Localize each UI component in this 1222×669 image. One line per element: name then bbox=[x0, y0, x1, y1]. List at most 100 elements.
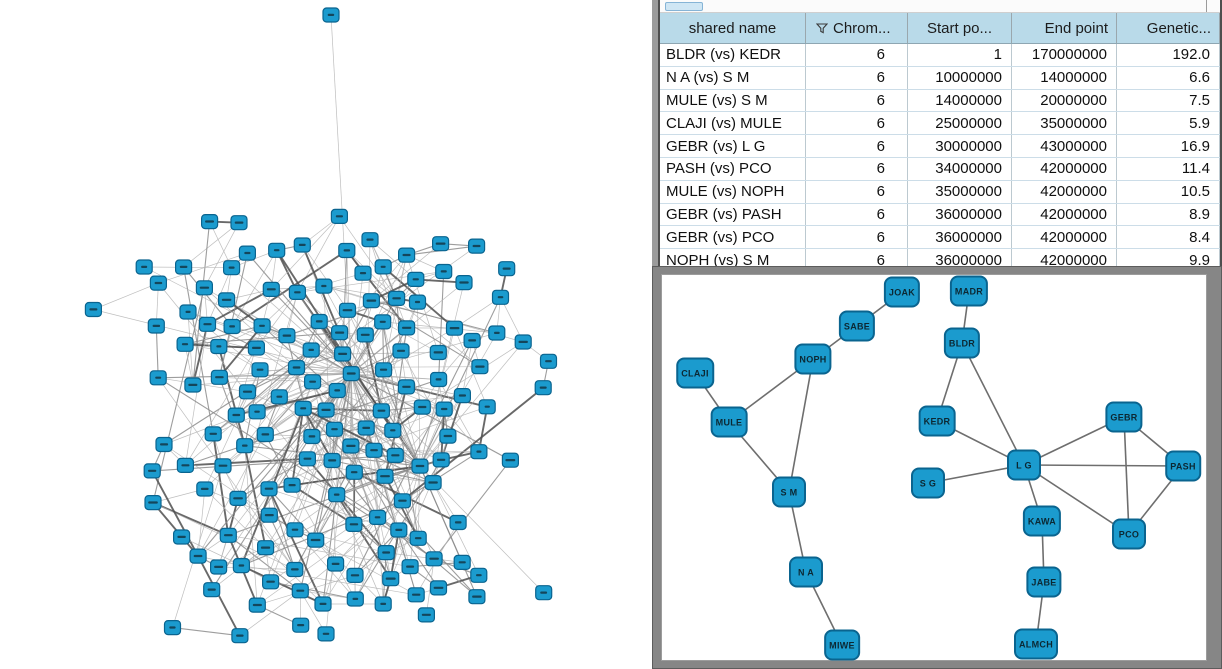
column-header-shared-name[interactable]: shared name bbox=[660, 13, 806, 43]
network-node[interactable] bbox=[203, 582, 221, 598]
column-header-start-po[interactable]: Start po... bbox=[908, 13, 1012, 43]
table-row[interactable]: NOPH (vs) S M 6 36000000 42000000 9.9 bbox=[660, 249, 1220, 272]
network-node[interactable] bbox=[286, 522, 304, 538]
network-node[interactable] bbox=[375, 362, 393, 378]
network-node[interactable] bbox=[539, 353, 558, 369]
subnetwork-node-bldr[interactable]: BLDR bbox=[943, 327, 981, 359]
network-node[interactable] bbox=[429, 344, 447, 361]
network-node[interactable] bbox=[231, 628, 249, 644]
table-row[interactable]: GEBR (vs) L G 6 30000000 43000000 16.9 bbox=[660, 135, 1220, 158]
table-row[interactable]: MULE (vs) NOPH 6 35000000 42000000 10.5 bbox=[660, 180, 1220, 204]
network-node[interactable] bbox=[323, 452, 341, 469]
network-node[interactable] bbox=[388, 290, 406, 306]
subnetwork-node-sabe[interactable]: SABE bbox=[838, 310, 876, 342]
network-node[interactable] bbox=[417, 607, 435, 623]
table-row[interactable]: GEBR (vs) PASH 6 36000000 42000000 8.9 bbox=[660, 203, 1220, 227]
network-node[interactable] bbox=[345, 464, 363, 480]
network-node[interactable] bbox=[223, 260, 241, 276]
network-node[interactable] bbox=[214, 458, 232, 474]
network-node[interactable] bbox=[338, 242, 356, 259]
network-node[interactable] bbox=[304, 374, 322, 390]
full-network-canvas[interactable] bbox=[0, 0, 652, 669]
network-node[interactable] bbox=[374, 596, 392, 612]
table-row[interactable]: MULE (vs) S M 6 14000000 20000000 7.5 bbox=[660, 89, 1220, 113]
subnetwork-node-almch[interactable]: ALMCH bbox=[1014, 628, 1058, 660]
network-node[interactable] bbox=[184, 377, 202, 393]
network-node[interactable] bbox=[498, 261, 516, 277]
network-node[interactable] bbox=[149, 275, 167, 291]
subnetwork-node-kawa[interactable]: KAWA bbox=[1022, 505, 1062, 537]
network-node[interactable] bbox=[398, 320, 416, 336]
network-node[interactable] bbox=[189, 548, 207, 564]
network-node[interactable] bbox=[84, 301, 103, 318]
network-node[interactable] bbox=[288, 284, 306, 300]
subnetwork-node-s-m[interactable]: S M bbox=[772, 476, 806, 508]
network-node[interactable] bbox=[334, 346, 352, 362]
subnetwork-node-miwe[interactable]: MIWE bbox=[824, 629, 860, 661]
network-node[interactable] bbox=[307, 532, 325, 548]
network-node[interactable] bbox=[175, 259, 193, 275]
network-node[interactable] bbox=[468, 238, 486, 254]
network-node[interactable] bbox=[328, 382, 346, 399]
subnetwork-node-joak[interactable]: JOAK bbox=[883, 276, 921, 308]
network-node[interactable] bbox=[514, 334, 532, 350]
network-node[interactable] bbox=[468, 589, 486, 605]
network-node[interactable] bbox=[411, 458, 429, 474]
network-node[interactable] bbox=[374, 259, 392, 275]
network-node[interactable] bbox=[425, 551, 443, 567]
network-node[interactable] bbox=[345, 516, 363, 533]
network-node[interactable] bbox=[248, 404, 266, 420]
network-node[interactable] bbox=[248, 597, 266, 613]
network-node[interactable] bbox=[147, 318, 165, 334]
network-node[interactable] bbox=[361, 232, 379, 248]
network-node[interactable] bbox=[409, 530, 427, 546]
network-node[interactable] bbox=[328, 487, 346, 503]
network-node[interactable] bbox=[376, 468, 394, 484]
full-network-view[interactable] bbox=[0, 0, 652, 669]
network-node[interactable] bbox=[478, 399, 496, 415]
network-node[interactable] bbox=[357, 420, 375, 436]
network-node[interactable] bbox=[210, 559, 228, 575]
network-node[interactable] bbox=[362, 293, 380, 309]
network-node[interactable] bbox=[369, 509, 387, 525]
column-header-chrom[interactable]: Chrom... bbox=[806, 13, 908, 43]
network-node[interactable] bbox=[287, 360, 306, 376]
network-node[interactable] bbox=[270, 389, 288, 405]
network-node[interactable] bbox=[238, 245, 256, 261]
network-node[interactable] bbox=[144, 495, 162, 511]
subnetwork-node-pash[interactable]: PASH bbox=[1165, 450, 1201, 482]
network-node[interactable] bbox=[471, 359, 489, 375]
column-header-end-point[interactable]: End point bbox=[1012, 13, 1117, 43]
network-node[interactable] bbox=[232, 557, 250, 574]
network-node[interactable] bbox=[143, 463, 161, 479]
network-node[interactable] bbox=[163, 619, 182, 636]
network-node[interactable] bbox=[449, 514, 467, 531]
network-node[interactable] bbox=[173, 529, 191, 545]
subnetwork-canvas[interactable]: JOAK MADR SABE BLDR NOPH CLAJI KEDR MULE GEBR L G… bbox=[661, 274, 1207, 661]
network-node[interactable] bbox=[327, 556, 345, 572]
network-node[interactable] bbox=[453, 388, 471, 404]
network-node[interactable] bbox=[236, 438, 254, 454]
network-node[interactable] bbox=[298, 451, 316, 467]
network-node[interactable] bbox=[251, 362, 269, 378]
network-node[interactable] bbox=[330, 208, 348, 224]
network-node[interactable] bbox=[291, 583, 309, 599]
subnetwork-node-gebr[interactable]: GEBR bbox=[1105, 401, 1143, 433]
network-node[interactable] bbox=[135, 259, 153, 275]
network-node[interactable] bbox=[253, 318, 271, 334]
scrollbar-thumb[interactable] bbox=[665, 2, 703, 11]
network-node[interactable] bbox=[453, 554, 471, 571]
network-node[interactable] bbox=[470, 444, 488, 460]
network-node[interactable] bbox=[356, 327, 374, 343]
network-node[interactable] bbox=[331, 325, 349, 341]
column-header-genetic[interactable]: Genetic... bbox=[1117, 13, 1220, 43]
network-node[interactable] bbox=[429, 580, 448, 596]
table-row[interactable]: BLDR (vs) KEDR 6 1 170000000 192.0 bbox=[660, 44, 1220, 67]
network-node[interactable] bbox=[342, 366, 360, 382]
network-node[interactable] bbox=[315, 278, 333, 294]
network-node[interactable] bbox=[317, 626, 335, 642]
network-node[interactable] bbox=[392, 343, 410, 359]
network-node[interactable] bbox=[445, 320, 464, 336]
network-node[interactable] bbox=[201, 214, 219, 230]
network-node[interactable] bbox=[227, 407, 245, 423]
